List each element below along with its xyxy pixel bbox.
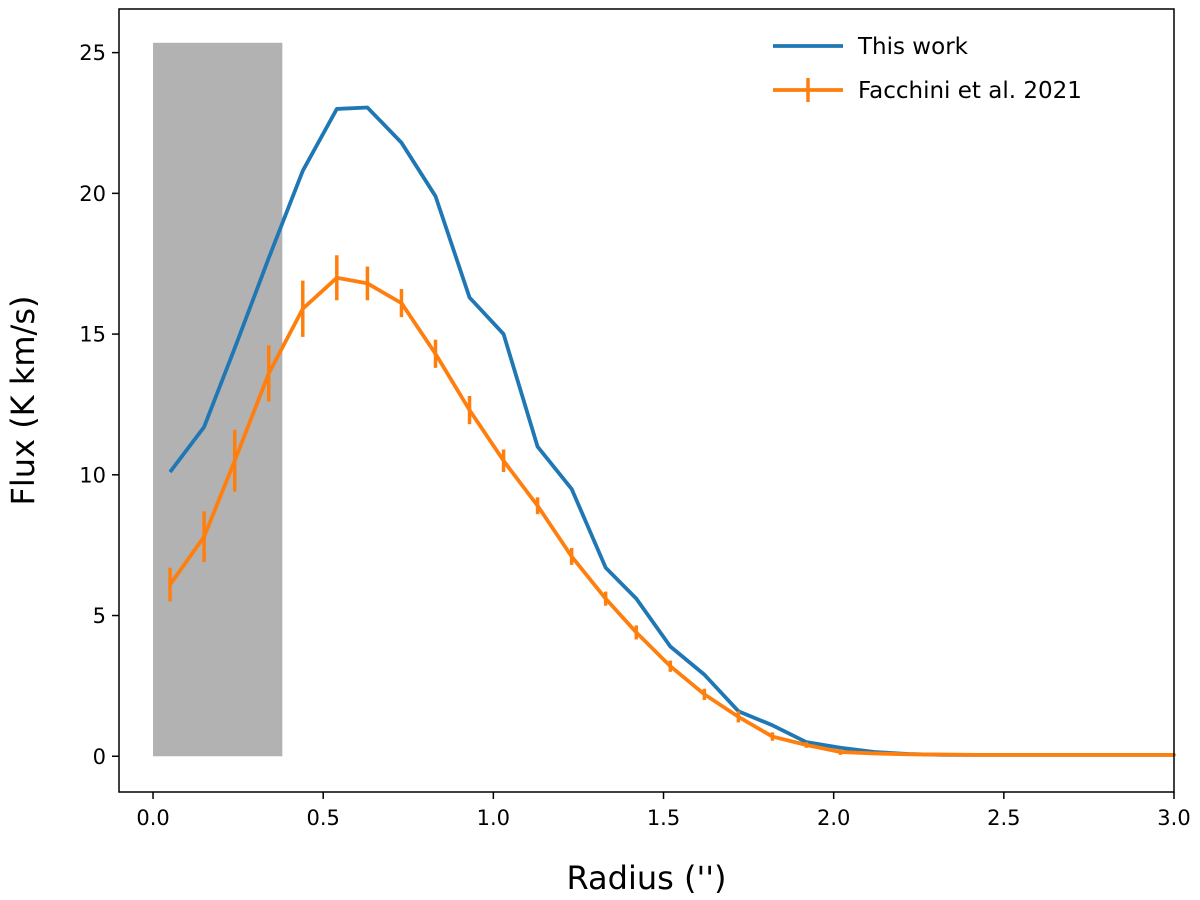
shaded-region <box>153 42 283 757</box>
y-tick-label: 15 <box>79 323 106 347</box>
y-tick-label: 25 <box>79 41 106 65</box>
y-axis-title: Flux (K km/s) <box>4 296 42 506</box>
x-tick-label: 0.0 <box>136 806 169 830</box>
legend-label: Facchini et al. 2021 <box>858 78 1082 104</box>
y-tick-label: 10 <box>79 463 106 487</box>
legend-item: Facchini et al. 2021 <box>773 78 1082 104</box>
x-axis-title: Radius ('') <box>566 859 726 897</box>
y-tick-label: 5 <box>93 604 106 628</box>
legend: This work Facchini et al. 2021 <box>773 34 1082 104</box>
legend-item: This work <box>773 34 969 60</box>
x-tick-label: 3.0 <box>1157 806 1190 830</box>
x-tick-label: 1.5 <box>647 806 680 830</box>
plot-frame <box>118 8 1175 793</box>
x-tick-label: 2.5 <box>987 806 1020 830</box>
x-tick-label: 0.5 <box>306 806 339 830</box>
x-tick-label: 1.0 <box>477 806 510 830</box>
x-tick-label: 2.0 <box>817 806 850 830</box>
y-tick-label: 20 <box>79 182 106 206</box>
series-line <box>168 275 1174 757</box>
legend-label: This work <box>857 34 969 60</box>
y-tick-label: 0 <box>93 745 106 769</box>
series-2 <box>168 255 1176 757</box>
